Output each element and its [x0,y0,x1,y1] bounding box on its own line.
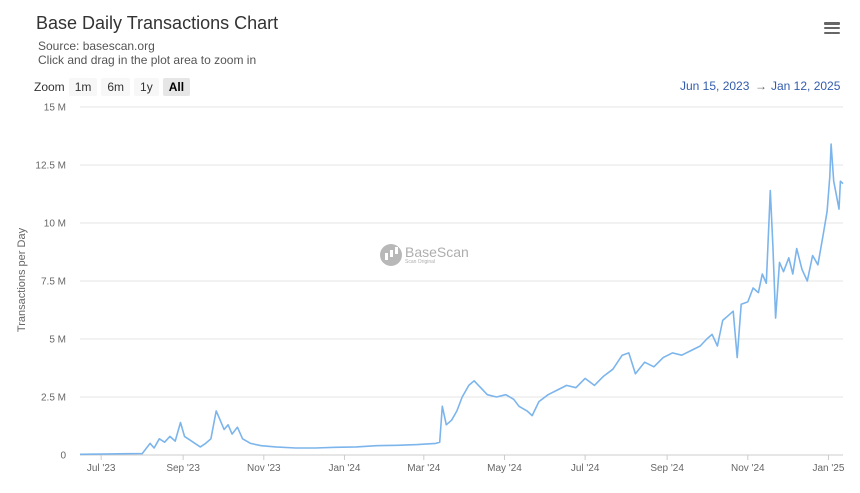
y-tick-label: 7.5 M [41,277,66,288]
x-tick-label: Sep '23 [166,463,200,474]
range-to-date[interactable]: Jan 12, 2025 [771,79,841,93]
y-axis-title: Transactions per Day [16,227,28,332]
x-tick-label: Sep '24 [650,463,684,474]
hamburger-menu-icon[interactable] [824,22,840,35]
series-line [79,143,844,456]
y-tick-label: 10 M [44,219,66,230]
x-tick-label: Jan '24 [329,463,361,474]
chart-title: Base Daily Transactions Chart [36,13,279,33]
x-tick-label: Nov '24 [731,463,765,474]
zoom-label: Zoom [34,80,65,94]
zoom-hint-text: Click and drag in the plot area to zoom … [38,53,257,67]
y-tick-label: 2.5 M [41,393,66,404]
range-from-date[interactable]: Jun 15, 2023 [680,79,750,93]
y-tick-label: 12.5 M [35,161,66,172]
zoom-1y-button[interactable]: 1y [134,78,159,96]
zoom-6m-button[interactable]: 6m [101,78,131,96]
y-tick-label: 0 [60,451,66,462]
x-tick-label: May '24 [487,463,522,474]
x-tick-label: Nov '23 [247,463,281,474]
zoom-controls: Zoom 1m 6m 1y All [34,77,194,97]
watermark-title: BaseScan [405,243,469,260]
x-tick-label: Jan '25 [812,463,844,474]
x-tick-label: Mar '24 [407,463,440,474]
basescan-logo-icon [380,244,402,266]
y-tick-label: 5 M [49,335,66,346]
x-tick-label: Jul '24 [571,463,600,474]
watermark-subtitle: Scan Original [405,258,436,265]
zoom-1m-button[interactable]: 1m [68,78,98,96]
y-tick-label: 15 M [44,103,66,114]
x-tick-label: Jul '23 [87,463,116,474]
range-arrow: → [755,79,767,93]
basescan-watermark: BaseScan Scan Original [380,244,469,266]
source-text: Source: basescan.org [38,39,155,53]
zoom-all-button[interactable]: All [162,78,191,96]
chart-subtitle: Source: basescan.org Click and drag in t… [38,39,256,67]
